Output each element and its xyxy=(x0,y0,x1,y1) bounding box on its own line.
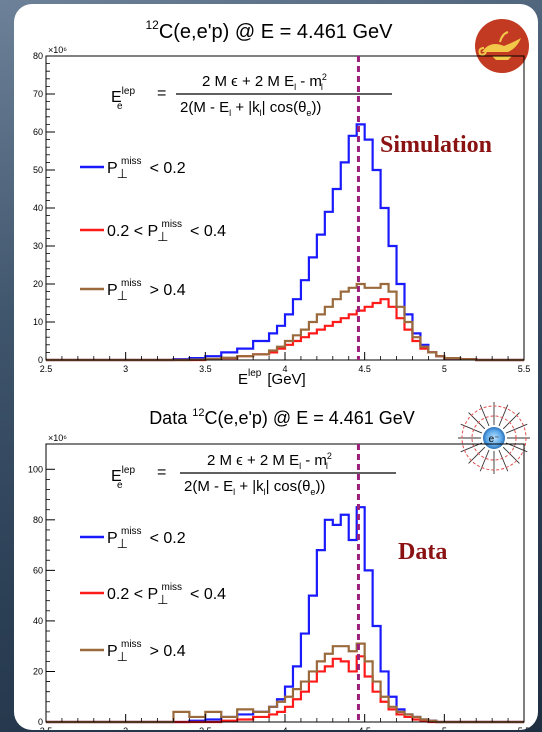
formula: Elep e = 2 M ϵ + 2 M El - m2 l 2(M - El + … xyxy=(111,72,392,118)
panel-simulation: 12C(e,e'p) @ E = 4.461 GeV ×10⁶ 2.5 3 3.5 4… xyxy=(33,18,530,388)
y-tick-label: 40 xyxy=(33,616,43,626)
y-tick-label: 20 xyxy=(33,279,43,289)
y-tick-label: 60 xyxy=(33,565,43,575)
y-tick-label: 100 xyxy=(28,464,43,474)
legend: P⊥miss < 0.2 0.2 < P⊥miss < 0.4 P⊥miss > 0.… xyxy=(80,526,226,664)
legend-item: P⊥miss > 0.4 xyxy=(80,278,186,303)
svg-text:0.2 < P⊥miss< 0.4: 0.2 < P⊥miss < 0.4 xyxy=(107,219,226,244)
x-tick-label: 2.5 xyxy=(40,726,53,730)
x-tick-label: 5 xyxy=(442,364,447,374)
genie-lamp-icon xyxy=(475,19,529,73)
legend: P⊥miss < 0.2 0.2 < P⊥miss < 0.4 P⊥miss > 0.… xyxy=(80,156,226,303)
data-label: Data xyxy=(398,539,447,565)
svg-text:e⁻: e⁻ xyxy=(489,434,500,445)
legend-item: P⊥miss < 0.2 xyxy=(80,156,186,181)
svg-text:P⊥miss< 0.2: P⊥miss < 0.2 xyxy=(107,526,186,551)
chart-title: Data 12C(e,e'p) @ E = 4.461 GeV xyxy=(149,407,415,428)
panel-data: Data 12C(e,e'p) @ E = 4.461 GeV e⁻ ×10⁶ … xyxy=(28,402,530,730)
chart-title: 12C(e,e'p) @ E = 4.461 GeV xyxy=(145,18,393,43)
svg-text:=: = xyxy=(157,464,166,481)
series-0.2-0.4 xyxy=(46,298,524,362)
formula: Elep e = 2 M ϵ + 2 M El - m2 l 2(M - El + … xyxy=(111,451,396,497)
x-tick-label: 4.5 xyxy=(358,726,371,730)
y-multiplier: ×10⁶ xyxy=(48,45,67,55)
series-lt-0.2 xyxy=(46,123,524,362)
formula-denominator: 2(M - El + |kl| cos(θe)) xyxy=(180,99,321,118)
x-tick-label: 5.5 xyxy=(518,364,531,374)
plot-area: 2.5 3 3.5 4 4.5 5 5.5 0 20 40 60 80 100 xyxy=(28,443,531,730)
x-tick-label: 5.5 xyxy=(518,726,531,730)
y-tick-label: 80 xyxy=(33,515,43,525)
plot-area: 2.5 3 3.5 4 4.5 5 5.5 0 10 20 30 40 50 60 70 80 xyxy=(33,51,530,374)
y-tick-label: 10 xyxy=(33,317,43,327)
svg-text:P⊥miss> 0.4: P⊥miss > 0.4 xyxy=(107,278,186,303)
x-axis-label: Elep [GeV] xyxy=(238,368,306,388)
legend-item: 0.2 < P⊥miss < 0.4 xyxy=(80,582,226,607)
y-tick-label: 70 xyxy=(33,89,43,99)
legend-item: P⊥miss > 0.4 xyxy=(80,639,186,664)
svg-text:P⊥miss< 0.2: P⊥miss < 0.2 xyxy=(107,156,186,181)
electron-field-icon: e⁻ xyxy=(458,402,530,474)
svg-text:=: = xyxy=(157,85,166,102)
figure-card: 12C(e,e'p) @ E = 4.461 GeV ×10⁶ 2.5 3 3.5 4… xyxy=(14,4,538,730)
y-tick-label: 0 xyxy=(38,717,43,727)
legend-item: P⊥miss < 0.2 xyxy=(80,526,186,551)
x-tick-label: 3 xyxy=(123,364,128,374)
svg-text:0.2 < P⊥miss< 0.4: 0.2 < P⊥miss < 0.4 xyxy=(107,582,226,607)
series-gt-0.4 xyxy=(46,642,524,724)
simulation-label: Simulation xyxy=(380,132,492,158)
y-tick-label: 60 xyxy=(33,127,43,137)
x-tick-label: 4 xyxy=(282,726,287,730)
formula-denominator: 2(M - El + |kl| cos(θe)) xyxy=(184,478,325,497)
x-tick-label: 4 xyxy=(282,364,287,374)
svg-text:P⊥miss> 0.4: P⊥miss > 0.4 xyxy=(107,639,186,664)
y-tick-label: 80 xyxy=(33,51,43,61)
x-tick-label: 5 xyxy=(442,726,447,730)
legend-item: 0.2 < P⊥miss < 0.4 xyxy=(80,219,226,244)
formula-numerator: 2 M ϵ + 2 M El - m2 l xyxy=(207,451,332,471)
x-tick-label: 3.5 xyxy=(199,726,212,730)
x-tick-label: 3 xyxy=(123,726,128,730)
y-tick-label: 40 xyxy=(33,203,43,213)
x-tick-label: 2.5 xyxy=(40,364,53,374)
y-tick-label: 20 xyxy=(33,666,43,676)
y-multiplier: ×10⁶ xyxy=(48,433,67,443)
y-tick-label: 30 xyxy=(33,241,43,251)
x-tick-label: 4.5 xyxy=(358,364,371,374)
formula-numerator: 2 M ϵ + 2 M El - m2 l xyxy=(202,72,327,92)
y-tick-label: 0 xyxy=(38,355,43,365)
x-tick-label: 3.5 xyxy=(199,364,212,374)
y-tick-label: 50 xyxy=(33,165,43,175)
figure-canvas: 12C(e,e'p) @ E = 4.461 GeV ×10⁶ 2.5 3 3.5 4… xyxy=(28,18,530,730)
